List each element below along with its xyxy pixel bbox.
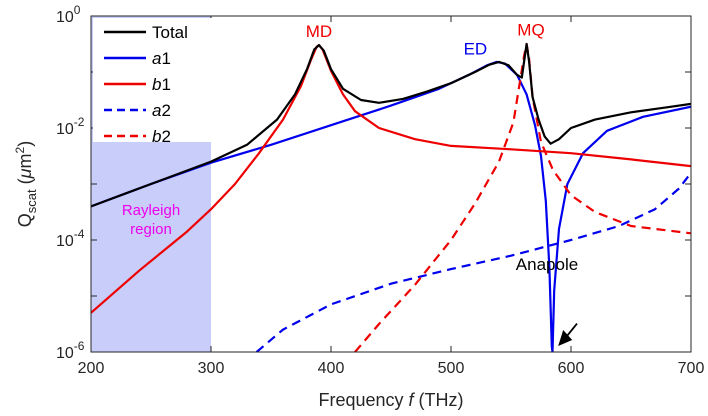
series-layer xyxy=(91,42,691,352)
anapole-arrow-shaft xyxy=(565,323,578,338)
legend-label-total: Total xyxy=(152,23,188,42)
legend-label-b2: b2 xyxy=(152,127,171,146)
y-tick-label: 10-2 xyxy=(56,115,85,138)
legend-item-b2: b2 xyxy=(104,127,171,146)
series-line-total xyxy=(91,42,691,208)
annotation-mq: MQ xyxy=(517,21,544,40)
legend-label-a2: a2 xyxy=(152,101,171,120)
legend-item-a1: a1 xyxy=(104,49,171,68)
anapole-arrow-head xyxy=(558,330,573,346)
y-tick-label: 100 xyxy=(56,3,81,26)
x-tick-label: 400 xyxy=(318,360,345,377)
rayleigh-label-line1: Rayleigh xyxy=(122,202,180,219)
legend-label-b1: b1 xyxy=(152,75,171,94)
legend: Total a1 b1 a2 b2 xyxy=(93,18,243,146)
y-tick-label: 10-6 xyxy=(56,339,85,362)
series-line-b2 xyxy=(354,42,691,352)
y-axis-label: Qscat (μm2) xyxy=(13,141,39,227)
x-tick-label: 700 xyxy=(678,360,705,377)
x-tick-label: 500 xyxy=(438,360,465,377)
legend-item-total: Total xyxy=(104,23,188,42)
rayleigh-label-line2: region xyxy=(130,221,172,238)
legend-box xyxy=(93,18,243,142)
legend-item-b1: b1 xyxy=(104,75,171,94)
y-tick-label: 10-4 xyxy=(56,227,85,250)
series-line-a2 xyxy=(255,172,691,352)
ticks: 200 300 400 500 600 700 100 10-2 10-4 10-6 xyxy=(56,3,704,377)
x-axis-label: Frequency f (THz) xyxy=(318,390,463,410)
x-tick-label: 200 xyxy=(78,360,105,377)
annotations: MD ED MQ Anapole xyxy=(306,21,578,346)
x-tick-label: 300 xyxy=(198,360,225,377)
annotation-ed: ED xyxy=(464,39,488,58)
series-line-a1 xyxy=(91,60,691,352)
annotation-md: MD xyxy=(306,22,332,41)
legend-label-a1: a1 xyxy=(152,49,171,68)
annotation-anapole: Anapole xyxy=(516,255,578,274)
legend-item-a2: a2 xyxy=(104,101,171,120)
x-tick-label: 600 xyxy=(558,360,585,377)
